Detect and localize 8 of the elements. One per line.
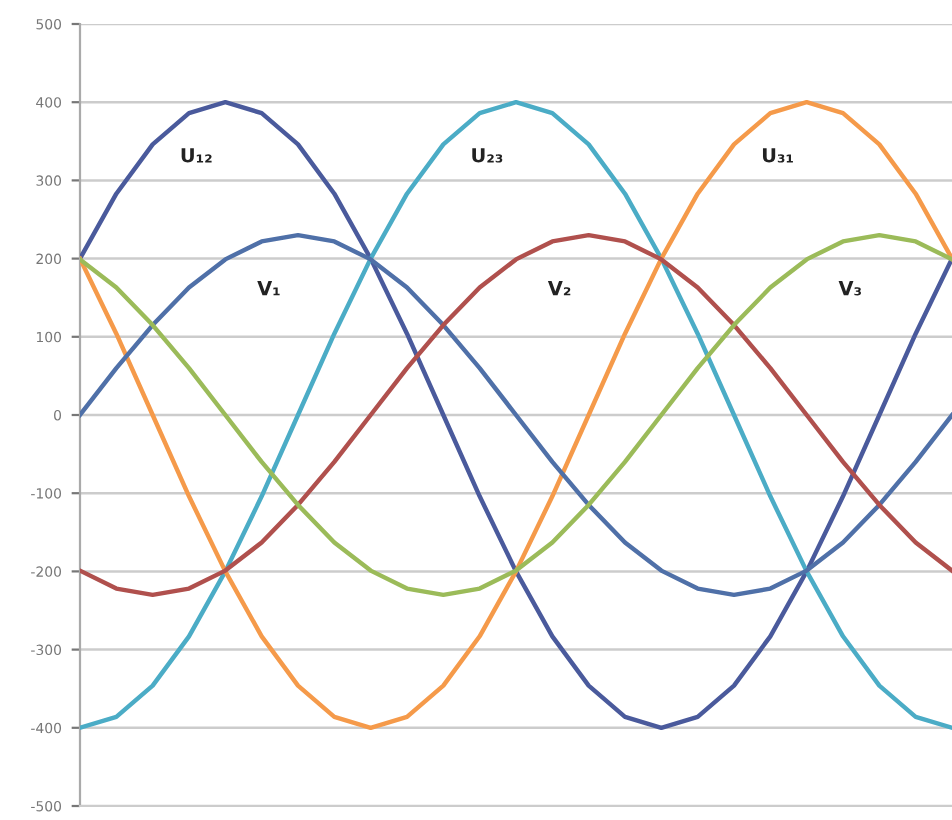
series-label: U₁₂ bbox=[181, 148, 212, 163]
series-label: V₃ bbox=[838, 281, 861, 296]
series-label: V₁ bbox=[257, 281, 280, 296]
series-label: U₂₃ bbox=[472, 148, 503, 163]
line-series bbox=[80, 232, 952, 598]
series-label: U₃₁ bbox=[762, 148, 793, 163]
series-label: V₂ bbox=[547, 281, 571, 296]
line-series bbox=[80, 99, 952, 731]
